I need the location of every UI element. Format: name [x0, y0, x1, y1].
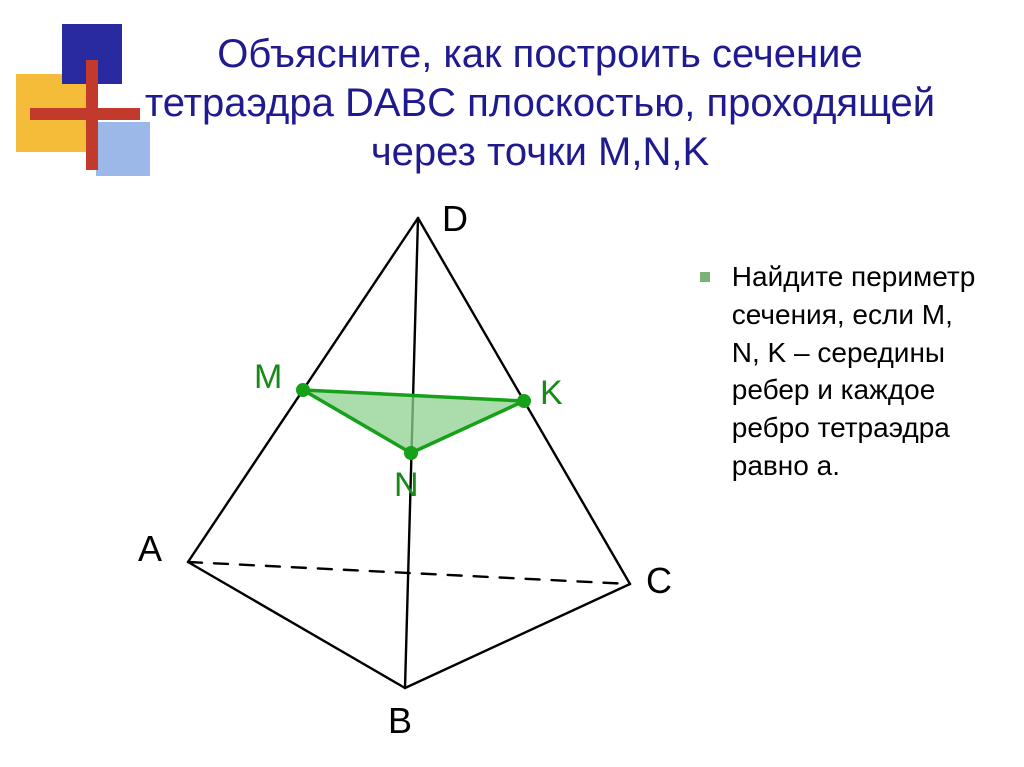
label-B: B	[388, 700, 412, 742]
label-N: N	[394, 466, 419, 505]
edge-BC	[405, 584, 630, 688]
label-C: C	[646, 560, 672, 602]
point-K	[517, 394, 531, 408]
section-MNK	[303, 390, 524, 453]
bullet-text: Найдите периметр сечения, если M, N, K –…	[732, 258, 982, 485]
point-M	[296, 383, 310, 397]
label-M: M	[254, 358, 282, 397]
label-A: A	[138, 528, 162, 570]
label-D: D	[442, 198, 468, 240]
slide-title: Объясните, как построить сечение тетраэд…	[130, 30, 950, 176]
label-K: K	[540, 374, 563, 413]
bullet-block: Найдите периметр сечения, если M, N, K –…	[700, 258, 990, 485]
bullet-marker-icon	[700, 272, 710, 282]
deco-red-horizontal	[30, 108, 140, 120]
point-N	[404, 446, 418, 460]
edge-AB	[188, 562, 405, 688]
tetrahedron-diagram: D A B C M N K	[120, 190, 680, 750]
